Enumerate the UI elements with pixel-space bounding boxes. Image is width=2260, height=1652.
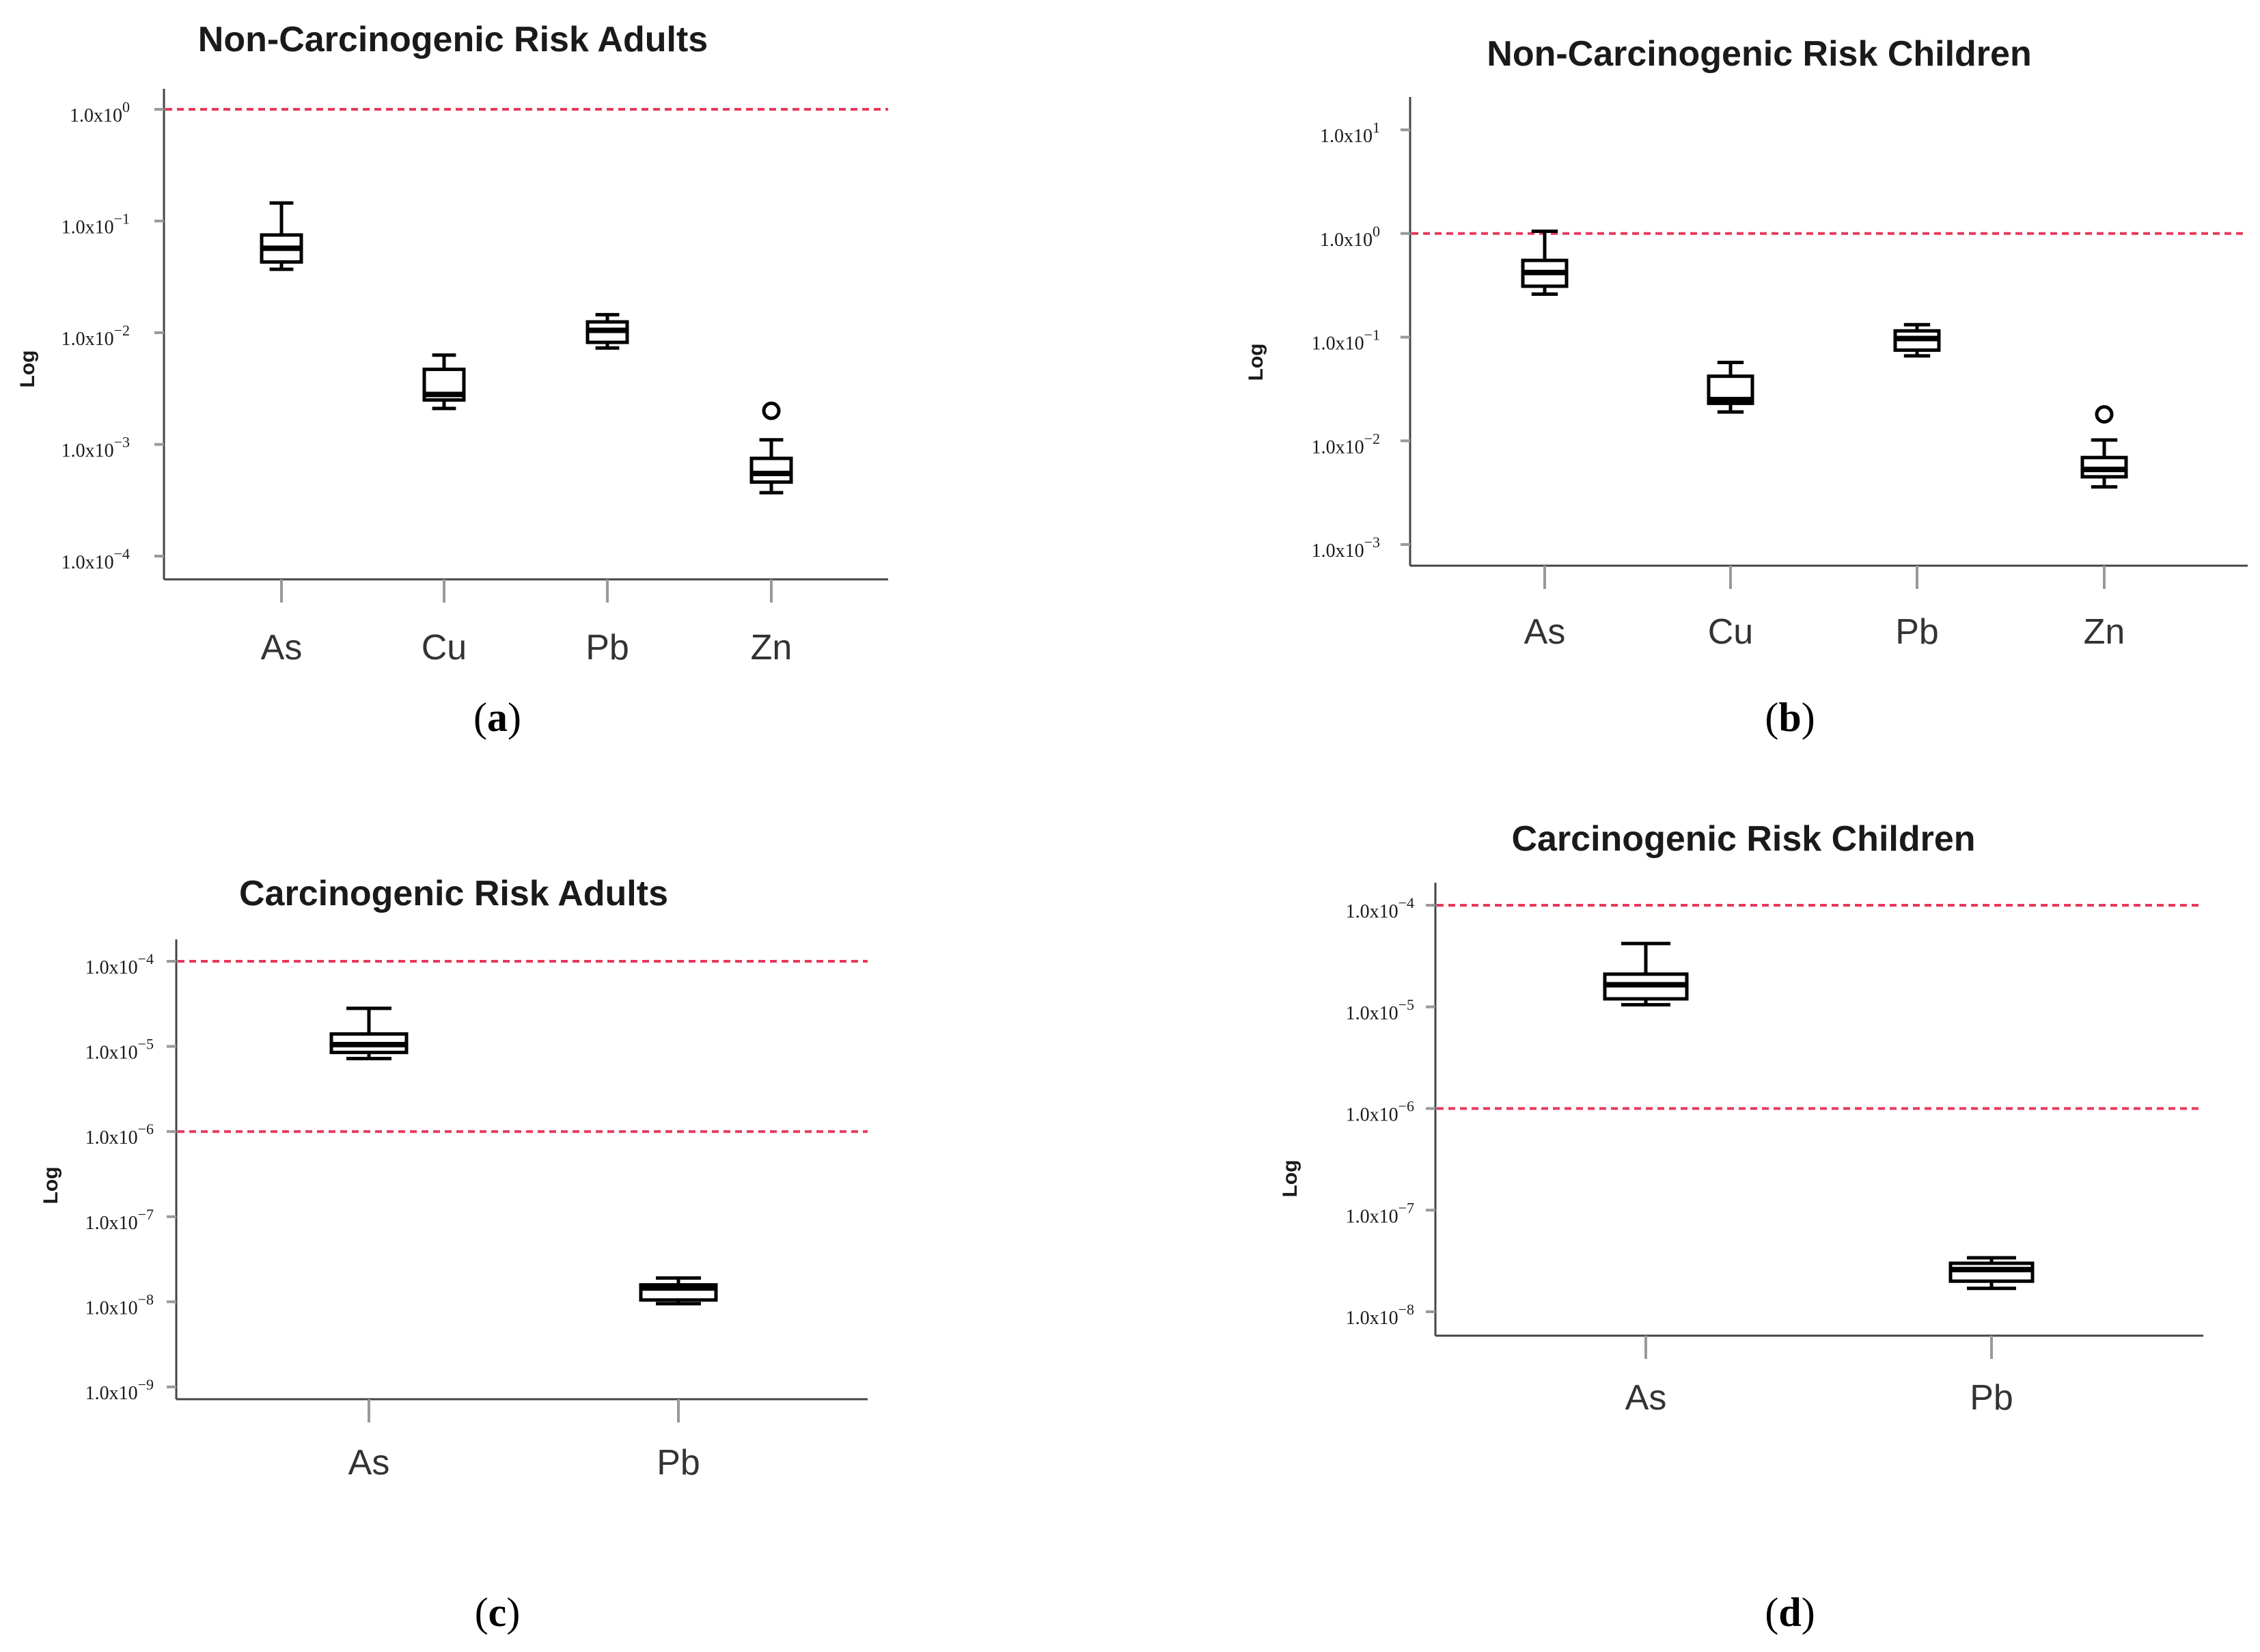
box-Cu xyxy=(422,353,466,411)
panel-label: (a) xyxy=(473,695,521,740)
x-tick-label: Pb xyxy=(657,1443,700,1483)
y-tick-label: 1.0x10−4 xyxy=(61,545,130,573)
chart-title: Non-Carcinogenic Risk Adults xyxy=(198,20,708,59)
x-tick-label: Pb xyxy=(1895,612,1939,652)
y-tick-label: 1.0x10−5 xyxy=(1346,996,1414,1024)
panel-label: (b) xyxy=(1765,695,1815,740)
x-tick-label: As xyxy=(261,628,303,667)
y-tick-label: 1.0x10−9 xyxy=(85,1376,154,1404)
box-As xyxy=(1603,941,1689,1007)
box-Pb xyxy=(585,313,629,350)
x-tick-label: Pb xyxy=(1970,1378,2013,1418)
box-As xyxy=(329,1006,409,1060)
y-tick-label: 1.0x10−6 xyxy=(85,1120,154,1148)
x-tick-label: As xyxy=(1625,1378,1667,1418)
x-tick-label: Zn xyxy=(751,628,793,667)
panel-b: Non-Carcinogenic Risk Children Log 1.0x101… xyxy=(1245,34,2248,740)
panel-a: Non-Carcinogenic Risk Adults Log 1.0x100 1.… xyxy=(16,20,888,740)
panel-label: (c) xyxy=(475,1590,521,1635)
y-tick-label: 1.0x10−8 xyxy=(1346,1301,1414,1329)
y-tick-label: 1.0x10−7 xyxy=(1346,1199,1414,1227)
y-tick-label: 1.0x10−4 xyxy=(1346,894,1414,922)
box-Zn xyxy=(749,401,793,495)
x-tick-label: Zn xyxy=(2084,612,2125,652)
y-tick-label: 1.0x10−3 xyxy=(1312,534,1380,562)
y-tick-label: 1.0x10−8 xyxy=(85,1291,154,1319)
chart-title: Carcinogenic Risk Adults xyxy=(239,874,668,913)
box-Pb xyxy=(639,1276,718,1306)
y-tick-label: 1.0x10−2 xyxy=(61,322,130,350)
y-axis-label: Log xyxy=(40,1167,62,1204)
y-tick-label: 1.0x101 xyxy=(1320,119,1380,147)
y-tick-label: 1.0x10−6 xyxy=(1346,1098,1414,1126)
y-axis-label: Log xyxy=(1279,1160,1301,1198)
y-tick-label: 1.0x10−5 xyxy=(85,1036,154,1064)
panel-c: Carcinogenic Risk Adults Log 1.0x10−4 1.0x1… xyxy=(40,874,868,1635)
box-As xyxy=(260,201,303,271)
x-tick-label: As xyxy=(348,1443,390,1483)
y-tick-label: 1.0x10−1 xyxy=(1312,327,1380,355)
box-Zn xyxy=(2080,405,2128,489)
box-As xyxy=(1521,230,1569,297)
x-tick-label: Pb xyxy=(585,628,629,667)
outlier-point xyxy=(2095,405,2114,424)
x-tick-label: Cu xyxy=(422,628,467,667)
chart-title: Carcinogenic Risk Children xyxy=(1511,819,1975,859)
y-tick-label: 1.0x10−1 xyxy=(61,210,130,238)
y-tick-label: 1.0x10−7 xyxy=(85,1206,154,1234)
y-tick-label: 1.0x100 xyxy=(70,98,130,126)
y-tick-label: 1.0x10−4 xyxy=(85,950,154,978)
panel-d: Carcinogenic Risk Children Log 1.0x10−4 1.0… xyxy=(1279,819,2203,1635)
outlier-point xyxy=(762,401,781,420)
x-tick-label: As xyxy=(1524,612,1566,652)
box-body xyxy=(749,456,793,484)
y-axis-label: Log xyxy=(16,350,39,388)
y-tick-label: 1.0x10−2 xyxy=(1312,430,1380,458)
panel-label: (d) xyxy=(1765,1590,1815,1635)
y-tick-label: 1.0x10−3 xyxy=(61,434,130,462)
box-Cu xyxy=(1707,361,1754,414)
y-axis-label: Log xyxy=(1245,344,1267,381)
chart-title: Non-Carcinogenic Risk Children xyxy=(1487,34,2031,74)
y-tick-label: 1.0x100 xyxy=(1320,223,1380,251)
box-Pb xyxy=(1948,1256,2035,1291)
x-tick-label: Cu xyxy=(1708,612,1753,652)
box-Pb xyxy=(1893,322,1941,358)
